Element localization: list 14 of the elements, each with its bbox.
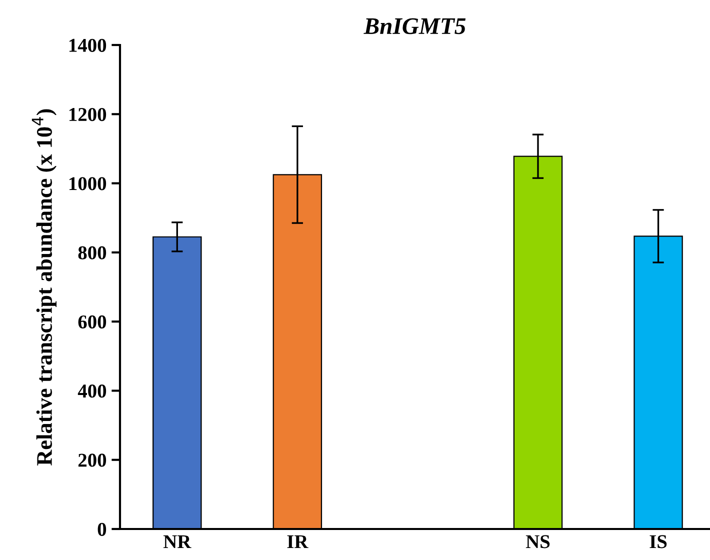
y-tick-label: 1200: [69, 108, 106, 122]
x-tick-label: IR: [287, 535, 308, 548]
y-axis-title: Relative transcript abundance (x 10$^{4}$): [32, 109, 56, 466]
y-tick-label: 400: [78, 384, 106, 398]
y-tick-label: 200: [78, 454, 106, 467]
y-tick-label: 1000: [69, 177, 106, 190]
x-tick-label: NS: [526, 535, 550, 548]
y-tick-label: 1400: [69, 38, 106, 52]
x-tick-label: NR: [163, 535, 192, 548]
y-tick-label: 0: [98, 522, 106, 536]
x-tick-label: IS: [650, 535, 667, 548]
chart-title: BnIGMT5: [364, 18, 466, 34]
y-tick-label: 600: [78, 315, 106, 329]
y-tick-label: 800: [78, 246, 106, 260]
